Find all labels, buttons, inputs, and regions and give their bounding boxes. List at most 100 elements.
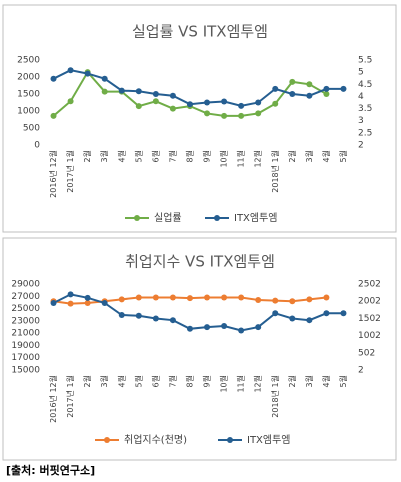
x-tick-label: 4월	[321, 150, 331, 162]
y-tick-label: 25000	[11, 304, 40, 314]
point	[204, 110, 211, 117]
x-tick-label: 3월	[304, 150, 314, 162]
point	[204, 324, 211, 331]
x-tick-label: 7월	[167, 375, 177, 387]
x-tick-label: 2월	[82, 150, 92, 162]
x-tick-label: 9월	[202, 375, 212, 387]
x-tick-label: 5월	[338, 375, 348, 387]
x-tick-label: 9월	[202, 150, 212, 162]
y2-tick-label: 4.5	[358, 80, 372, 90]
y2-tick-label: 4	[358, 92, 364, 102]
point	[204, 294, 211, 301]
point	[289, 298, 296, 305]
x-tick-label: 11월	[236, 150, 246, 168]
x-tick-label: 5월	[133, 375, 143, 387]
x-tick-label: 2월	[287, 150, 297, 162]
point	[50, 75, 57, 82]
x-tick-label: 10월	[219, 375, 229, 393]
x-tick-label: 6월	[150, 150, 160, 162]
y-tick-label: 21000	[11, 329, 40, 339]
point	[67, 300, 74, 307]
x-tick-label: 5월	[338, 150, 348, 162]
point	[323, 294, 330, 301]
point	[289, 315, 296, 322]
x-tick-label: 2월	[82, 375, 92, 387]
point	[272, 85, 279, 92]
point	[152, 315, 159, 322]
point	[169, 92, 176, 99]
x-tick-label: 2월	[287, 375, 297, 387]
point	[255, 99, 262, 106]
point	[169, 105, 176, 112]
point	[101, 75, 108, 82]
point	[152, 91, 159, 97]
x-tick-label: 2018년 1월	[270, 150, 280, 193]
point	[101, 88, 108, 95]
point	[221, 323, 228, 330]
point	[84, 300, 91, 307]
x-tick-label: 10월	[219, 150, 229, 168]
point	[221, 294, 228, 301]
y-tick-label: 17000	[11, 353, 40, 363]
x-tick-label: 2017년 1월	[65, 150, 75, 193]
x-tick-label: 2016년 12월	[48, 375, 58, 423]
panel	[2, 237, 397, 461]
x-tick-label: 3월	[99, 150, 109, 162]
x-tick-label: 2016년 12월	[48, 150, 58, 198]
y2-tick-label: 5	[358, 68, 364, 78]
point	[169, 294, 176, 301]
point	[323, 91, 330, 97]
point	[67, 98, 74, 105]
point	[118, 87, 125, 94]
y-tick-label: 27000	[11, 292, 40, 302]
y-tick-label: 2500	[17, 56, 40, 66]
chart-title: 취업지수 VS ITX엠투엠	[125, 253, 275, 271]
point	[118, 296, 125, 303]
y2-tick-label: 502	[358, 348, 375, 358]
point	[135, 88, 142, 95]
point	[186, 325, 193, 332]
point	[238, 327, 245, 334]
x-tick-label: 12월	[253, 150, 263, 168]
chart-title: 실업률 VS ITX엠투엠	[132, 23, 268, 41]
y2-tick-label: 3	[358, 116, 364, 126]
point	[186, 295, 193, 302]
x-tick-label: 8월	[184, 375, 194, 387]
point	[101, 299, 108, 306]
point	[272, 297, 279, 304]
point	[135, 294, 142, 301]
y2-tick-label: 5.5	[358, 56, 372, 66]
point	[238, 102, 245, 109]
x-tick-label: 8월	[184, 150, 194, 162]
legend-swatch	[134, 215, 140, 221]
x-tick-label: 6월	[150, 375, 160, 387]
point	[50, 299, 57, 306]
point	[221, 112, 228, 119]
y2-tick-label: 2002	[358, 297, 381, 307]
x-tick-label: 2017년 1월	[65, 375, 75, 418]
y-tick-label: 23000	[11, 316, 40, 326]
point	[221, 98, 228, 105]
point	[323, 310, 330, 317]
x-tick-label: 11월	[236, 375, 246, 393]
point	[306, 317, 313, 324]
point	[306, 81, 313, 88]
y-tick-label: 29000	[11, 280, 40, 290]
point	[67, 67, 74, 74]
legend-label: 취업지수(천명)	[124, 433, 187, 446]
y2-tick-label: 2.5	[358, 128, 372, 138]
point	[152, 294, 159, 301]
y2-tick-label: 3.5	[358, 104, 372, 114]
point	[306, 296, 313, 303]
legend-label: 실업률	[154, 211, 182, 224]
y-tick-label: 15000	[11, 366, 40, 376]
point	[152, 98, 159, 105]
y-tick-label: 1000	[17, 107, 40, 117]
point	[135, 103, 142, 110]
point	[238, 294, 245, 301]
point	[323, 85, 330, 92]
point	[255, 110, 262, 117]
point	[118, 312, 125, 319]
legend-swatch	[104, 437, 110, 443]
